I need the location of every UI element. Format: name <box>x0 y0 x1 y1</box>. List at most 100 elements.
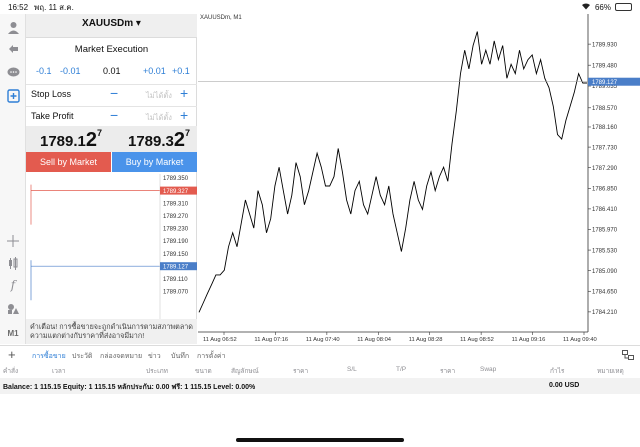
tick-chart: 1789.350 1789.327 1789.310 1789.270 1789.230… <box>30 174 197 324</box>
price-chart[interactable]: 1789.930 1789.480 1789.035 1788.570 1788.160… <box>198 14 640 344</box>
volume-plus-0.1[interactable]: +0.1 <box>172 66 190 76</box>
bid-price-tag <box>160 262 197 271</box>
stop-loss-minus-button[interactable]: − <box>110 85 119 101</box>
bid-price: 1789.127 <box>40 128 102 152</box>
objects-icon[interactable] <box>3 300 23 318</box>
stop-loss-row: Stop Loss − ไม่ได้ตั้ง + <box>26 84 197 106</box>
execution-type[interactable]: Market Execution <box>74 44 149 55</box>
balance-row: Balance: 1 115.15 Equity: 1 115.15 หลักป… <box>0 378 640 394</box>
layout-icon[interactable] <box>622 350 634 360</box>
mini-level-label: 1789.270 <box>163 214 189 220</box>
mini-level-label: 1789.327 <box>163 189 189 195</box>
stop-loss-label: Stop Loss <box>31 89 72 99</box>
x-tick-label: 11 Aug 08:52 <box>460 337 494 343</box>
mini-level-label: 1789.190 <box>163 239 189 245</box>
x-tick-label: 11 Aug 07:40 <box>306 337 340 343</box>
ask-price-big: 2 <box>173 129 186 151</box>
current-price-tag <box>588 77 640 86</box>
battery-percent: 66% <box>594 2 611 12</box>
bottom-tab-bar: + การซื้อขาย ประวัติ กล่องจดหมาย ข่าว บั… <box>0 345 640 363</box>
tab-journal[interactable]: บันทึก <box>171 353 190 360</box>
crosshair-icon[interactable] <box>3 232 23 250</box>
tab-mailbox[interactable]: กล่องจดหมาย <box>100 353 143 360</box>
tab-settings[interactable]: การตั้งค่า <box>197 353 226 360</box>
col-sl: S/L <box>347 366 357 373</box>
mini-level-label: 1789.310 <box>163 201 189 207</box>
col-symbol: สัญลักษณ์ <box>231 368 259 375</box>
function-icon[interactable]: f <box>10 278 16 292</box>
y-tick-label: 1789.480 <box>592 63 618 69</box>
ask-price-small: 7 <box>185 128 191 138</box>
symbol-selector[interactable]: XAUUSDm ▾ <box>82 18 141 29</box>
x-tick-label: 11 Aug 07:16 <box>254 337 288 343</box>
mini-level-label: 1789.070 <box>163 290 189 296</box>
volume-value[interactable]: 0.01 <box>103 66 121 76</box>
y-tick-label: 1789.035 <box>592 84 618 90</box>
take-profit-plus-button[interactable]: + <box>180 107 189 123</box>
status-time: 16:52 <box>8 2 29 12</box>
order-panel: XAUUSDm ▾ Market Execution -0.1 -0.01 0.… <box>26 14 197 344</box>
mini-level-label: 1789.150 <box>163 252 189 258</box>
total-profit: 0.00 USD <box>549 382 580 389</box>
account-icon[interactable] <box>3 18 23 36</box>
volume-plus-0.01[interactable]: +0.01 <box>143 66 166 76</box>
chart-background <box>198 14 640 344</box>
col-order: คำสั่ง <box>3 368 19 375</box>
timeframe-button[interactable]: M1 <box>3 324 23 342</box>
quotes-bar: 1789.127 1789.327 <box>26 126 197 152</box>
bid-price-small: 7 <box>97 128 103 138</box>
battery-icon <box>615 3 632 11</box>
volume-row: -0.1 -0.01 0.01 +0.01 +0.1 <box>26 66 197 80</box>
order-panel-header <box>26 14 197 38</box>
y-tick-label: 1785.530 <box>592 248 618 254</box>
col-type: ประเภท <box>146 368 168 375</box>
sell-by-market-button[interactable]: Sell by Market <box>26 152 111 172</box>
new-order-icon[interactable] <box>3 87 23 105</box>
col-swap: Swap <box>480 366 497 373</box>
wifi-icon <box>581 2 591 12</box>
chat-icon[interactable] <box>3 64 23 82</box>
y-tick-label: 1786.410 <box>592 207 618 213</box>
take-profit-input[interactable]: ไม่ได้ตั้ง <box>146 113 172 122</box>
volume-minus-0.1[interactable]: -0.1 <box>36 66 52 76</box>
col-comment: หมายเหตุ <box>597 368 624 375</box>
mini-level-label: 1789.127 <box>163 264 189 270</box>
chart-title: XAUUSDm, M1 <box>200 15 242 21</box>
bid-price-big: 2 <box>85 129 98 151</box>
volume-minus-0.01[interactable]: -0.01 <box>60 66 81 76</box>
y-tick-label: 1785.970 <box>592 228 618 234</box>
take-profit-minus-button[interactable]: − <box>110 107 119 123</box>
col-size: ขนาด <box>195 368 212 375</box>
y-tick-label: 1788.570 <box>592 106 618 112</box>
home-indicator <box>236 438 404 442</box>
x-tick-label: 11 Aug 08:28 <box>409 337 443 343</box>
left-toolbar: f M1 <box>0 14 26 344</box>
price-chart-canvas[interactable]: 1789.930 1789.480 1789.035 1788.570 1788.160… <box>198 14 640 344</box>
stop-loss-plus-button[interactable]: + <box>180 85 189 101</box>
market-execution-warning: คำเตือน! การซื้อขายจะถูกดำเนินการตามสภาพ… <box>26 319 197 344</box>
buy-by-market-button[interactable]: Buy by Market <box>112 152 197 172</box>
y-tick-label: 1786.850 <box>592 186 618 192</box>
add-button[interactable]: + <box>8 347 16 362</box>
x-tick-label: 11 Aug 06:52 <box>203 337 237 343</box>
tab-history[interactable]: ประวัติ <box>72 353 93 360</box>
col-current-price: ราคา <box>440 368 456 375</box>
divider <box>26 84 197 85</box>
indicators-icon[interactable] <box>3 254 23 272</box>
x-tick-label: 11 Aug 08:04 <box>357 337 392 343</box>
divider <box>26 106 197 107</box>
y-tick-label: 1784.210 <box>592 310 618 316</box>
mini-level-label: 1789.110 <box>163 277 188 283</box>
y-tick-label: 1788.160 <box>592 125 618 131</box>
col-price: ราคา <box>293 368 309 375</box>
price-line <box>198 31 587 313</box>
stop-loss-input[interactable]: ไม่ได้ตั้ง <box>146 91 172 100</box>
col-time: เวลา <box>52 368 66 375</box>
mini-level-label: 1789.350 <box>163 176 189 182</box>
y-tick-label: 1787.730 <box>592 145 618 151</box>
mini-level-label: 1789.230 <box>163 227 189 233</box>
take-profit-label: Take Profit <box>31 111 74 121</box>
trade-icon[interactable] <box>3 40 23 58</box>
tab-trade[interactable]: การซื้อขาย <box>32 353 66 360</box>
tab-news[interactable]: ข่าว <box>148 353 161 360</box>
